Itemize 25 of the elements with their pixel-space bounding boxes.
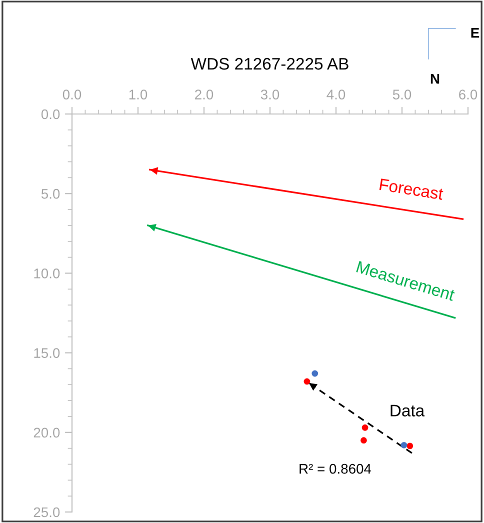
x-tick-label: 2.0 [195,90,214,100]
y-tick-label: 0.0 [41,109,60,120]
x-tick-label: 1.0 [129,90,148,100]
point [360,437,367,444]
point [304,378,310,385]
x-tick-label: 4.0 [326,90,346,100]
y-tick-label: 25.0 [34,507,60,518]
text: N [430,74,440,84]
text: Forecast [379,178,444,200]
point [400,442,408,448]
chart-title: WDS 21267-2225 AB [190,58,348,70]
x-tick-label: 6.0 [459,90,478,100]
y-tick-label: 5.0 [41,188,60,199]
annotation: R² = 0.8604 [300,464,372,474]
y-tick-label: 20.0 [34,428,60,438]
point [362,424,368,431]
annotation: Data [390,404,425,416]
y-tick-label: 10.0 [34,268,60,278]
text: E [471,28,480,38]
point [312,370,318,377]
x-tick-label: 0.0 [62,90,82,100]
y-tick-label: 15.0 [34,348,60,358]
x-tick-label: 3.0 [260,90,280,100]
point [406,442,414,450]
x-tick-label: 5.0 [392,90,412,100]
